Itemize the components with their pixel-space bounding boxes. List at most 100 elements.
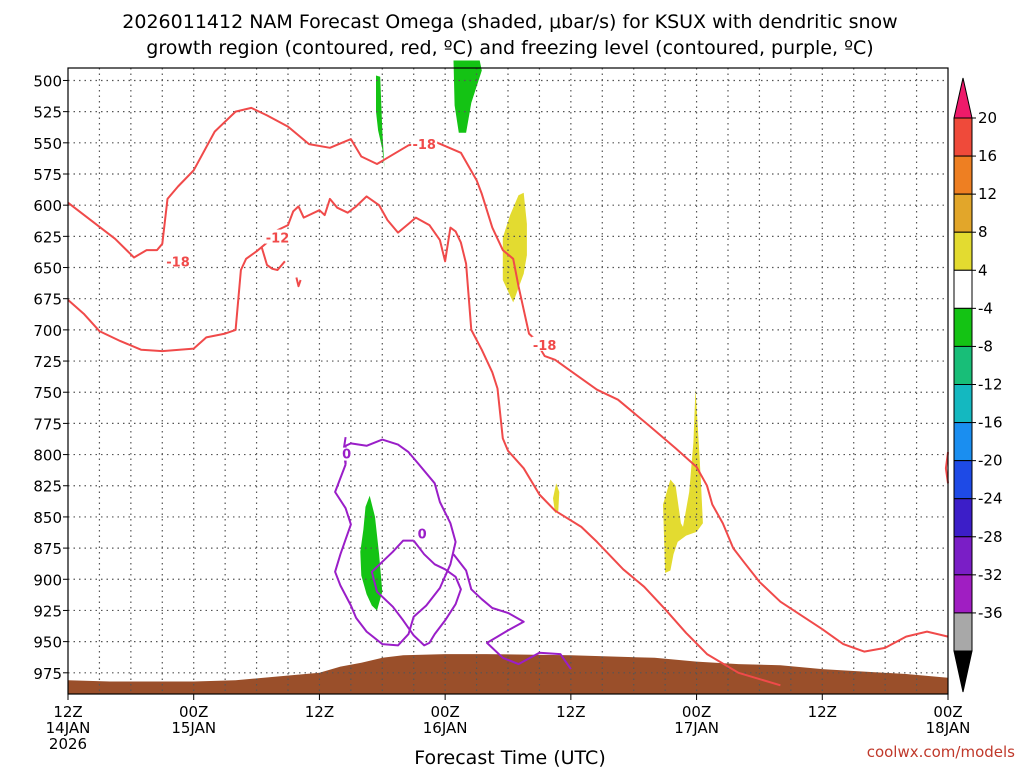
y-tick-label: 750 bbox=[33, 384, 62, 402]
omega-yellow-small bbox=[553, 483, 560, 514]
y-tick-label: 775 bbox=[33, 415, 62, 433]
chart-title-line-2: growth region (contoured, red, ºC) and f… bbox=[146, 37, 873, 59]
omega-green-upper bbox=[376, 75, 385, 168]
omega-shading bbox=[360, 60, 703, 611]
fzl-right-0 bbox=[452, 553, 572, 670]
fzl-label: 0 bbox=[342, 448, 351, 463]
colorbar-label: -8 bbox=[978, 337, 993, 355]
colorbar-label: 20 bbox=[978, 109, 997, 127]
contour-label-bg bbox=[411, 136, 438, 151]
colorbar-segment bbox=[953, 269, 973, 309]
colorbar-segment bbox=[953, 384, 973, 424]
contour-label-bg bbox=[531, 336, 558, 351]
x-tick-label: 12Z bbox=[808, 703, 837, 721]
colorbar-label: -20 bbox=[978, 452, 1003, 470]
y-tick-label: 875 bbox=[33, 540, 62, 558]
x-tick-label: 12Z bbox=[305, 703, 334, 721]
colorbar-bottom-arrow bbox=[953, 650, 973, 693]
colorbar-segment bbox=[953, 345, 973, 385]
contour-label-bg bbox=[165, 253, 191, 268]
y-tick-label: 725 bbox=[33, 353, 62, 371]
y-tick-label: 950 bbox=[33, 634, 62, 652]
dgz-upper-minus12 bbox=[260, 247, 286, 271]
colorbar-segment bbox=[953, 612, 973, 652]
contour-label: -18 bbox=[166, 255, 190, 270]
contour-label: -18 bbox=[412, 138, 436, 153]
colorbar-label: -28 bbox=[978, 528, 1003, 546]
y-tick-label: 825 bbox=[33, 478, 62, 496]
fzl-label-bg bbox=[341, 447, 352, 461]
credit-link[interactable]: coolwx.com/models bbox=[867, 743, 1015, 761]
colorbar-segment bbox=[953, 536, 973, 576]
x-tick-label: 18JAN bbox=[926, 719, 971, 737]
colorbar-segment bbox=[953, 460, 973, 500]
x-tick-label: 2026 bbox=[49, 735, 87, 753]
y-tick-label: 600 bbox=[33, 197, 62, 215]
omega-yellow-low bbox=[663, 388, 703, 573]
colorbar-segment bbox=[953, 231, 973, 271]
x-axis-title: Forecast Time (UTC) bbox=[414, 747, 605, 768]
x-tick-label: 15JAN bbox=[171, 719, 216, 737]
y-tick-label: 525 bbox=[33, 104, 62, 122]
dgz-upper-minus18 bbox=[67, 106, 949, 653]
colorbar-segment bbox=[953, 307, 973, 347]
y-tick-label: 500 bbox=[33, 72, 62, 90]
x-tick-label: 00Z bbox=[179, 703, 208, 721]
x-tick-label: 14JAN bbox=[46, 719, 91, 737]
colorbar-segment bbox=[953, 155, 973, 195]
colorbar: 20 16 12 8 4 -4 -8 -12 -16 -20 -24 -28 -32 -36 bbox=[953, 77, 1003, 693]
fzl-label: 0 bbox=[418, 527, 427, 542]
colorbar-label: -36 bbox=[978, 604, 1003, 622]
y-tick-label: 550 bbox=[33, 135, 62, 153]
colorbar-segment bbox=[953, 117, 973, 157]
colorbar-label: 16 bbox=[978, 147, 997, 165]
fzl-outer-0 bbox=[334, 438, 457, 647]
x-tick-label: 12Z bbox=[556, 703, 585, 721]
colorbar-label: -16 bbox=[978, 414, 1003, 432]
colorbar-label: -32 bbox=[978, 566, 1003, 584]
y-tick-label: 650 bbox=[33, 260, 62, 278]
colorbar-segment bbox=[953, 574, 973, 614]
contour-label: -12 bbox=[266, 232, 290, 247]
colorbar-label: -24 bbox=[978, 490, 1003, 508]
colorbar-label: 12 bbox=[978, 185, 997, 203]
y-tick-label: 850 bbox=[33, 509, 62, 527]
colorbar-label: -12 bbox=[978, 376, 1003, 394]
y-tick-label: 575 bbox=[33, 166, 62, 184]
contour-layer bbox=[67, 106, 949, 687]
y-tick-label: 975 bbox=[33, 665, 62, 683]
y-axis: 500 525 550 575 600 625 650 675 700 725 750 775 800 8… bbox=[33, 72, 68, 683]
colorbar-segment bbox=[953, 193, 973, 233]
colorbar-label: 8 bbox=[978, 223, 988, 241]
colorbar-label: -4 bbox=[978, 299, 993, 317]
contour-labels: -18 -18 -12 -18 0 0 bbox=[165, 136, 558, 542]
omega-green-top bbox=[453, 60, 482, 133]
colorbar-top-arrow bbox=[953, 77, 973, 119]
contour-label: -18 bbox=[533, 339, 557, 354]
x-tick-label: 17JAN bbox=[674, 719, 719, 737]
omega-green-low bbox=[360, 495, 383, 611]
fzl-label-bg bbox=[417, 527, 428, 541]
y-tick-label: 925 bbox=[33, 602, 62, 620]
y-tick-label: 900 bbox=[33, 571, 62, 589]
plot-frame bbox=[67, 67, 949, 695]
chart-title-line-1: 2026011412 NAM Forecast Omega (shaded, μ… bbox=[122, 11, 897, 33]
colorbar-label: 4 bbox=[978, 261, 988, 279]
dgz-right-edge bbox=[944, 451, 949, 484]
fzl-lower-0 bbox=[370, 539, 462, 647]
colorbar-segment bbox=[953, 498, 973, 538]
x-tick-label: 00Z bbox=[682, 703, 711, 721]
x-tick-label: 16JAN bbox=[423, 719, 468, 737]
y-tick-label: 625 bbox=[33, 228, 62, 246]
x-tick-label: 00Z bbox=[430, 703, 459, 721]
x-tick-label: 12Z bbox=[53, 703, 82, 721]
dgz-small-blob bbox=[295, 277, 302, 288]
grid-lines bbox=[68, 68, 948, 694]
x-tick-label: 00Z bbox=[933, 703, 962, 721]
dgz-lower-minus18 bbox=[67, 195, 781, 687]
y-tick-label: 800 bbox=[33, 447, 62, 465]
colorbar-segment bbox=[953, 422, 973, 462]
contour-label-bg bbox=[264, 229, 291, 244]
